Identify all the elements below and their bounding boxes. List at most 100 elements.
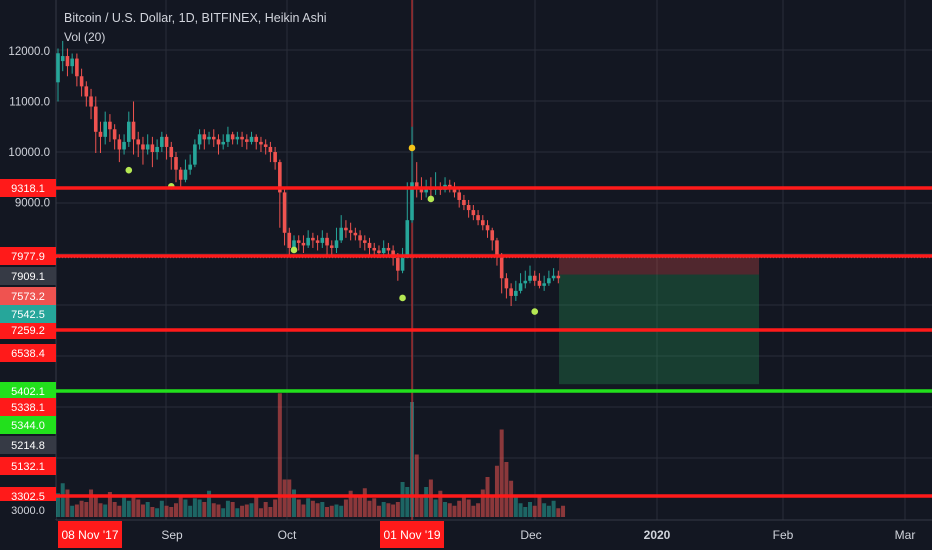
- volume-bar: [362, 488, 367, 517]
- level-label: 3302.5: [11, 491, 45, 503]
- volume-bar: [216, 504, 221, 517]
- volume-bar: [169, 507, 174, 517]
- candle-body: [273, 152, 277, 163]
- position-stop-zone: [559, 254, 759, 275]
- price-badge-label: 5344.0: [11, 420, 45, 432]
- level-label: 7977.9: [11, 251, 45, 263]
- candle-body: [396, 258, 400, 271]
- volume-bar: [372, 498, 377, 517]
- volume-bar: [466, 499, 471, 517]
- candle-body: [84, 86, 89, 97]
- volume-bar: [249, 503, 254, 517]
- volume-bar: [230, 502, 235, 517]
- signal-dot: [125, 166, 133, 174]
- candle-body: [556, 275, 561, 279]
- x-highlight-label: 08 Nov '17: [62, 528, 119, 542]
- candle-body: [160, 136, 164, 147]
- x-highlight-badge: [58, 521, 122, 548]
- volume-bar: [546, 505, 551, 517]
- volume-bar: [433, 499, 438, 517]
- volume-bar: [471, 505, 476, 517]
- candle-body: [490, 230, 495, 241]
- volume-bar: [376, 505, 381, 517]
- candle-body: [542, 283, 546, 286]
- candle-body: [174, 157, 178, 170]
- candle-body: [414, 182, 419, 188]
- volume-bar: [258, 508, 263, 517]
- volume-bar: [282, 479, 287, 517]
- volume-bar: [263, 502, 268, 517]
- volume-bar: [79, 500, 84, 517]
- x-tick-label: Oct: [278, 528, 297, 542]
- candle-body: [466, 205, 471, 211]
- candle-body: [325, 237, 329, 246]
- volume-bar: [499, 429, 504, 517]
- volume-bar: [424, 487, 429, 517]
- volume-bar: [490, 495, 495, 517]
- price-badge-label: 5214.8: [11, 440, 45, 452]
- candle-body: [296, 240, 301, 243]
- x-tick-label: Feb: [773, 528, 794, 542]
- volume-bar: [221, 508, 226, 517]
- x-highlight-badge: [380, 521, 444, 548]
- y-tick-label: 12000.0: [8, 46, 50, 58]
- candle-body: [377, 250, 381, 253]
- candle-body: [89, 96, 93, 107]
- candle-body: [306, 237, 310, 246]
- volume-bar: [523, 507, 528, 517]
- volume-bar: [178, 495, 183, 517]
- candle-body: [311, 237, 315, 241]
- candle-body: [485, 225, 490, 231]
- candle-body: [245, 139, 249, 142]
- volume-bar: [235, 508, 240, 517]
- candle-body: [70, 58, 74, 67]
- level-badge: [0, 247, 56, 265]
- volume-bar: [358, 494, 363, 517]
- candle-body: [79, 76, 84, 87]
- candle-body: [495, 240, 499, 256]
- candle-body: [141, 144, 145, 150]
- signal-dot: [399, 294, 406, 302]
- volume-bar: [56, 493, 60, 517]
- volume-bar: [192, 498, 197, 517]
- volume-indicator-label[interactable]: Vol (20): [64, 30, 106, 44]
- candle-body: [287, 232, 292, 248]
- volume-bar: [381, 502, 386, 517]
- candle-body: [447, 184, 452, 188]
- volume-bar: [518, 503, 523, 517]
- candle-body: [183, 169, 188, 180]
- candle-body: [381, 247, 386, 253]
- volume-bar: [447, 503, 452, 517]
- candle-body: [367, 242, 372, 248]
- candle-body: [207, 136, 211, 140]
- volume-bar: [117, 505, 122, 517]
- candle-body: [476, 215, 480, 221]
- candle-body: [528, 275, 532, 281]
- volume-bar: [93, 497, 98, 517]
- candle-body: [537, 280, 542, 286]
- y-tick-label: 9000.0: [15, 198, 50, 210]
- candle-body: [127, 121, 131, 142]
- volume-bar: [532, 505, 537, 517]
- candle-body: [400, 258, 405, 271]
- volume-bar: [315, 503, 320, 517]
- candle-body: [65, 56, 70, 67]
- candle-body: [145, 144, 150, 150]
- volume-bar: [107, 492, 112, 517]
- candle-body: [405, 220, 410, 259]
- candle-body: [499, 255, 504, 279]
- price-badge: [0, 344, 56, 362]
- candle-body: [263, 144, 268, 147]
- candle-body: [457, 192, 461, 200]
- candle-body: [268, 146, 273, 152]
- candle-body: [93, 106, 98, 132]
- volume-bar: [301, 504, 306, 517]
- volume-bar: [89, 489, 94, 517]
- candle-body: [523, 280, 528, 284]
- volume-bar: [329, 505, 334, 517]
- candle-body: [547, 278, 551, 284]
- volume-bar: [140, 504, 145, 517]
- candle-body: [386, 247, 391, 251]
